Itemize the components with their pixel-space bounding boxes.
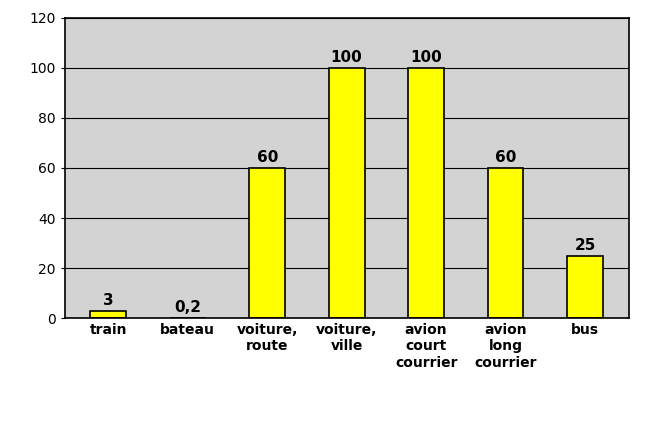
Bar bbox=[567, 255, 603, 318]
Bar bbox=[488, 168, 524, 318]
Text: 60: 60 bbox=[257, 150, 278, 165]
Text: 100: 100 bbox=[331, 50, 362, 65]
Text: 25: 25 bbox=[574, 238, 596, 253]
Bar bbox=[408, 68, 444, 318]
Bar bbox=[249, 168, 285, 318]
Bar bbox=[91, 311, 126, 318]
Bar bbox=[329, 68, 365, 318]
Text: 3: 3 bbox=[103, 293, 113, 308]
Text: 60: 60 bbox=[495, 150, 516, 165]
Text: 0,2: 0,2 bbox=[174, 300, 202, 315]
Text: 100: 100 bbox=[410, 50, 442, 65]
